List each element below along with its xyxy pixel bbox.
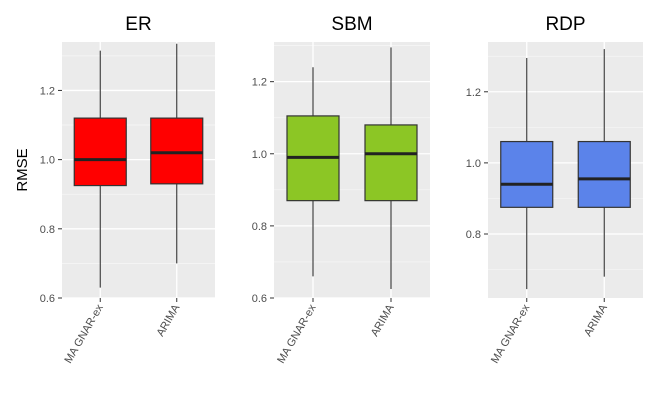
- y-tick-label: 1.2: [252, 77, 267, 89]
- box-iqr: [364, 124, 418, 202]
- box-arima: [364, 47, 418, 289]
- y-axis-label: RMSE: [14, 148, 31, 191]
- box-arima: [150, 43, 204, 264]
- y-tick-label: 1.0: [466, 158, 481, 170]
- x-tick-label: ARIMA: [582, 302, 610, 339]
- x-tick-label: MA GNAR-ex: [62, 302, 106, 366]
- box-ma-gnar-ex: [73, 50, 127, 288]
- y-tick-label: 0.6: [252, 293, 267, 305]
- box-ma-gnar-ex: [286, 67, 340, 277]
- x-tick-label: ARIMA: [155, 302, 183, 339]
- y-tick-label: 0.8: [252, 221, 267, 233]
- panel-sbm: 0.6 0.8 1.0 1.2 MA GNAR-ex ARIMA SBM: [252, 14, 430, 366]
- y-tick-label: 1.2: [466, 87, 481, 99]
- x-tick-label: MA GNAR-ex: [275, 302, 319, 366]
- box-arima: [577, 49, 631, 277]
- box-ma-gnar-ex: [500, 58, 554, 290]
- box-iqr: [73, 117, 127, 187]
- panel-title: ER: [125, 14, 151, 35]
- x-tick-label: ARIMA: [369, 302, 397, 339]
- y-tick-label: 0.8: [466, 229, 481, 241]
- box-iqr: [577, 140, 631, 208]
- panel-er: 0.6 0.8 1.0 1.2 MA GNAR-ex ARIMA ER: [40, 14, 215, 366]
- y-tick-label: 1.2: [40, 85, 55, 97]
- y-tick-label: 1.0: [252, 149, 267, 161]
- y-tick-label: 0.6: [40, 293, 55, 305]
- panel-title: RDP: [545, 14, 585, 35]
- box-iqr: [150, 117, 204, 185]
- panel-title: SBM: [331, 14, 372, 35]
- x-tick-label: MA GNAR-ex: [489, 302, 533, 366]
- panel-rdp: 0.8 1.0 1.2 MA GNAR-ex ARIMA RDP: [466, 14, 643, 366]
- y-tick-label: 1.0: [40, 155, 55, 167]
- box-iqr: [500, 140, 554, 208]
- y-tick-label: 0.8: [40, 224, 55, 236]
